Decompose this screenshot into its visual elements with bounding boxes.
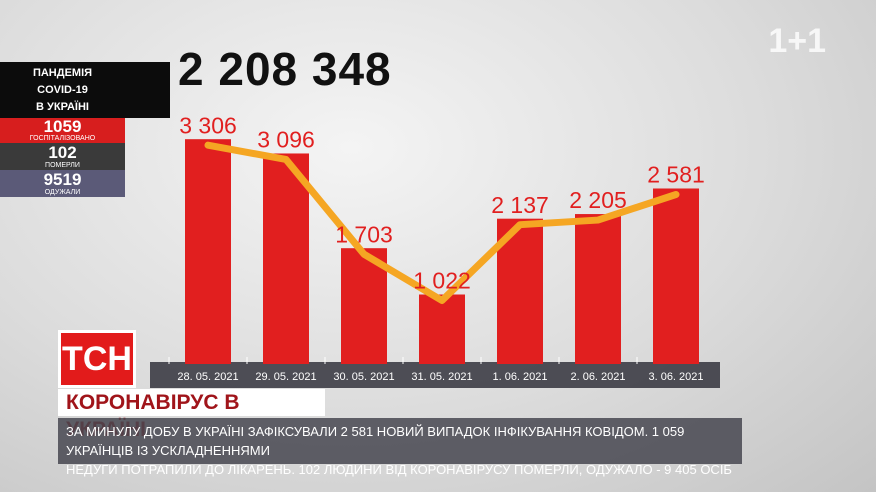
x-tick-label: 29. 05. 2021 [255, 371, 316, 383]
row-label: ГОСПІТАЛІЗОВАНО [29, 135, 96, 142]
value-label: 1 703 [335, 221, 393, 247]
panel-title-line: COVID-19 [37, 84, 88, 96]
x-tick-label: 1. 06. 2021 [492, 371, 547, 383]
panel-row: 9519 ОДУЖАЛИ [0, 170, 125, 197]
ticker: ЗА МИНУЛУ ДОБУ В УКРАЇНІ ЗАФІКСУВАЛИ 2 5… [58, 418, 742, 477]
row-label: ОДУЖАЛИ [44, 189, 81, 196]
bar [341, 248, 387, 364]
trend-line [204, 141, 680, 305]
x-tick-label: 31. 05. 2021 [411, 371, 472, 383]
value-label: 3 306 [179, 112, 237, 138]
total: 2 208 348 [178, 43, 392, 95]
date-strip [150, 362, 720, 388]
bar [185, 139, 231, 364]
bar [263, 153, 309, 364]
value-label: 1 022 [413, 268, 471, 294]
panel-title: ПАНДЕМІЯ COVID-19 В УКРАЇНІ [0, 62, 170, 118]
x-tick-label: 2. 06. 2021 [570, 371, 625, 383]
row-value: 102 [48, 143, 77, 162]
logo: ТСН [58, 330, 136, 388]
value-label: 2 205 [569, 187, 627, 213]
headline: КОРОНАВІРУС В УКРАЇНІ [58, 389, 325, 441]
ticker-line: ЗА МИНУЛУ ДОБУ В УКРАЇНІ ЗАФІКСУВАЛИ 2 5… [66, 424, 685, 458]
x-tick-label: 3. 06. 2021 [648, 371, 703, 383]
x-tick-label: 30. 05. 2021 [333, 371, 394, 383]
bar [419, 294, 465, 364]
x-tick-label: 28. 05. 2021 [177, 371, 238, 383]
panel-title-line: ПАНДЕМІЯ [32, 67, 93, 79]
panel-row: 1059 ГОСПІТАЛІЗОВАНО [0, 118, 125, 143]
panel-title-line: В УКРАЇНІ [36, 101, 89, 113]
value-label: 2 581 [647, 162, 705, 188]
row-label: ПОМЕРЛИ [45, 162, 80, 169]
value-label: 3 096 [257, 127, 315, 153]
panel-row: 102 ПОМЕРЛИ [0, 143, 125, 170]
value-label: 2 137 [491, 192, 549, 218]
watermark: 1+1 [768, 22, 826, 60]
ticker-line: НЕДУГИ ПОТРАПИЛИ ДО ЛІКАРЕНЬ. 102 ЛЮДИНИ… [66, 462, 732, 477]
bar [653, 188, 699, 364]
bar [575, 214, 621, 364]
row-value: 1059 [43, 117, 82, 136]
row-value: 9519 [43, 170, 82, 189]
